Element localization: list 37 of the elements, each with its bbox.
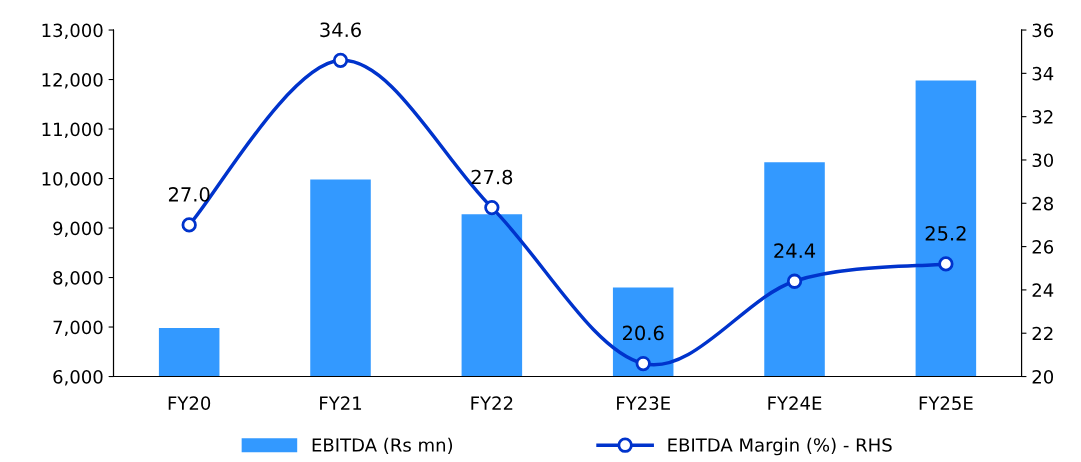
y2-tick-label: 28	[1032, 196, 1054, 211]
x-tick-label: FY21	[320, 396, 362, 410]
x-tick-label: FY20	[168, 396, 211, 410]
data-label: 34.6	[320, 22, 361, 38]
y-tick-label: 11,000	[42, 122, 103, 138]
y-tick-label: 12,000	[42, 72, 103, 89]
y2-tick-label: 22	[1032, 326, 1053, 341]
point	[181, 217, 197, 233]
y-tick-label: 13,000	[42, 23, 103, 39]
x-tick-label: FY22	[471, 396, 513, 410]
y2-tick-label: 34	[1032, 66, 1054, 81]
point	[332, 52, 349, 68]
y-tick-label: 6,000	[53, 369, 103, 386]
legend-label: EBITDA Margin (%) - RHS	[668, 437, 892, 456]
x-tick-label: FY25E	[919, 396, 973, 410]
y2-tick-label: 26	[1032, 240, 1054, 254]
data-label: 27.0	[168, 187, 210, 202]
point	[484, 199, 500, 216]
y2-tick-label: 30	[1032, 153, 1054, 168]
y2-tick-label: 32	[1032, 110, 1053, 124]
y2-tick-label: 20	[1032, 369, 1054, 384]
data-label: 27.8	[471, 169, 513, 185]
point	[635, 355, 651, 372]
point	[938, 256, 954, 272]
legend-label: EBITDA (Rs mn)	[312, 437, 453, 454]
y2-tick-label: 36	[1032, 23, 1054, 38]
y-tick-label: 7,000	[53, 320, 103, 336]
x-tick-label: FY23E	[617, 396, 670, 410]
data-label: 25.2	[925, 226, 966, 241]
y-tick-label: 8,000	[53, 270, 103, 287]
y-tick-label: 10,000	[42, 171, 103, 188]
point	[786, 273, 803, 289]
y-tick-label: 9,000	[53, 221, 103, 237]
x-tick-label: FY24E	[768, 396, 822, 410]
data-label: 20.6	[622, 325, 664, 341]
y2-tick-label: 24	[1032, 283, 1054, 297]
data-label: 24.4	[774, 243, 816, 258]
